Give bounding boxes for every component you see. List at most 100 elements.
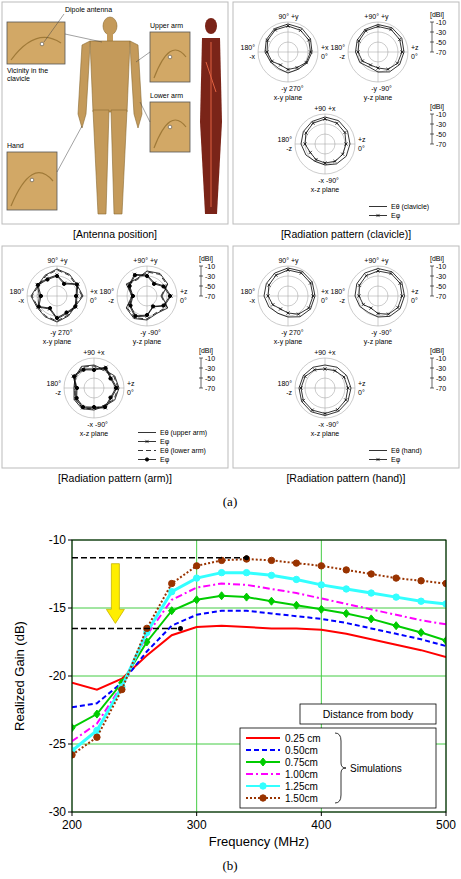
scale-tick [430, 276, 434, 277]
pattern-marker [104, 366, 107, 369]
pattern-marker [396, 306, 399, 309]
legend-label: Eφ [160, 456, 170, 464]
pattern-line [74, 368, 116, 407]
series-line [72, 611, 446, 708]
plane-name: x-y plane [43, 338, 72, 346]
direction-label: -z [339, 53, 345, 60]
pattern-marker [65, 311, 68, 314]
pattern-marker [369, 307, 372, 310]
scale-tick [430, 388, 434, 389]
scale-line [201, 266, 202, 296]
pattern-marker [134, 314, 137, 317]
direction-label: 180° [100, 288, 115, 295]
section-detail [206, 42, 216, 207]
antenna-spot [168, 55, 172, 59]
inset-contour [11, 173, 53, 206]
scale-tick [199, 276, 203, 277]
scale-label: -70 [205, 385, 215, 392]
series-line [72, 573, 446, 751]
plane-name: x-z plane [311, 186, 340, 194]
legend-marker [376, 458, 379, 461]
pattern-marker [323, 117, 326, 120]
panel-frame [2, 2, 228, 224]
direction-label: -x [318, 177, 324, 184]
pattern-marker [72, 374, 75, 377]
direction-label: +90 [314, 349, 326, 356]
pattern-marker [55, 316, 58, 319]
pattern-line [32, 270, 82, 321]
polar-plot: +z0°+90+x180°-z-x-90°x-z plane [47, 349, 136, 438]
tick-label: -20 [49, 669, 67, 683]
direction-label: -90° [379, 329, 392, 336]
scale-tick [199, 378, 203, 379]
direction-label: +x [321, 44, 329, 51]
scale-tick [199, 266, 203, 267]
scale-label: -70 [205, 293, 215, 300]
scale-line [432, 114, 433, 144]
tick-label: 400 [311, 818, 331, 832]
scale-tick [430, 286, 434, 287]
pattern-marker [311, 294, 314, 297]
pattern-marker [364, 29, 367, 32]
pattern-marker [341, 153, 344, 156]
direction-label: -y [281, 85, 287, 93]
legend-marker [260, 795, 266, 801]
pattern-marker [346, 386, 349, 389]
series-marker [393, 575, 399, 581]
direction-label: +90° [364, 13, 379, 20]
pattern-marker [344, 398, 347, 401]
label: Dipole antenna [65, 6, 112, 14]
direction-label: 0° [90, 297, 97, 304]
panel-label: (a) [223, 494, 237, 509]
pattern-marker [36, 283, 39, 286]
axis-title: Frequency (MHz) [209, 834, 309, 849]
legend-title: Distance from body [323, 708, 414, 720]
direction-label: +z [411, 288, 419, 295]
radial-scale: [dBi]-10-30-50-70 [430, 103, 446, 148]
tick [321, 812, 322, 816]
series-marker [343, 586, 349, 592]
direction-label: -90° [148, 329, 161, 336]
legend-line [246, 749, 280, 751]
direction-label: +x [328, 105, 336, 112]
label: Upper arm [150, 22, 183, 30]
series-line [72, 596, 446, 728]
pattern-line [301, 117, 350, 165]
ring [258, 22, 318, 82]
pattern-marker [376, 312, 379, 315]
reference-line [72, 628, 180, 630]
direction-label: -y [371, 329, 377, 337]
panel-frame [233, 2, 459, 224]
pattern-marker [110, 396, 113, 399]
tick-label: 200 [62, 818, 82, 832]
series-marker [193, 563, 199, 569]
pattern-marker [274, 28, 277, 31]
direction-label: -x [318, 421, 324, 428]
pattern-marker [357, 39, 360, 42]
pattern-marker [92, 405, 95, 408]
pattern-marker [361, 59, 364, 62]
scale-tick [199, 296, 203, 297]
scale-label: -10 [205, 355, 215, 362]
pattern-marker [162, 304, 165, 307]
pattern-marker [129, 304, 132, 307]
pattern-marker [309, 50, 312, 53]
direction-label: 180° [331, 288, 346, 295]
pattern-marker [163, 304, 166, 307]
scale-label: -50 [436, 131, 446, 138]
legend-box [240, 728, 436, 808]
scale-label: -30 [205, 365, 215, 372]
legend-marker [145, 458, 148, 461]
tick-label: -30 [49, 805, 67, 819]
direction-label: -y [371, 85, 377, 93]
caption: [Radiation pattern (arm)] [58, 472, 172, 484]
pattern-line [31, 269, 83, 322]
pattern-line [301, 369, 348, 414]
pattern-marker [133, 273, 136, 276]
polar-plot: +z0°+90°+y180°-z-y-90°y-z plane [331, 257, 420, 346]
direction-label: 0° [358, 389, 365, 396]
pattern-marker [133, 274, 136, 277]
plane-name: x-z plane [80, 430, 109, 438]
pattern-marker [265, 50, 268, 53]
pattern-marker [130, 294, 133, 297]
